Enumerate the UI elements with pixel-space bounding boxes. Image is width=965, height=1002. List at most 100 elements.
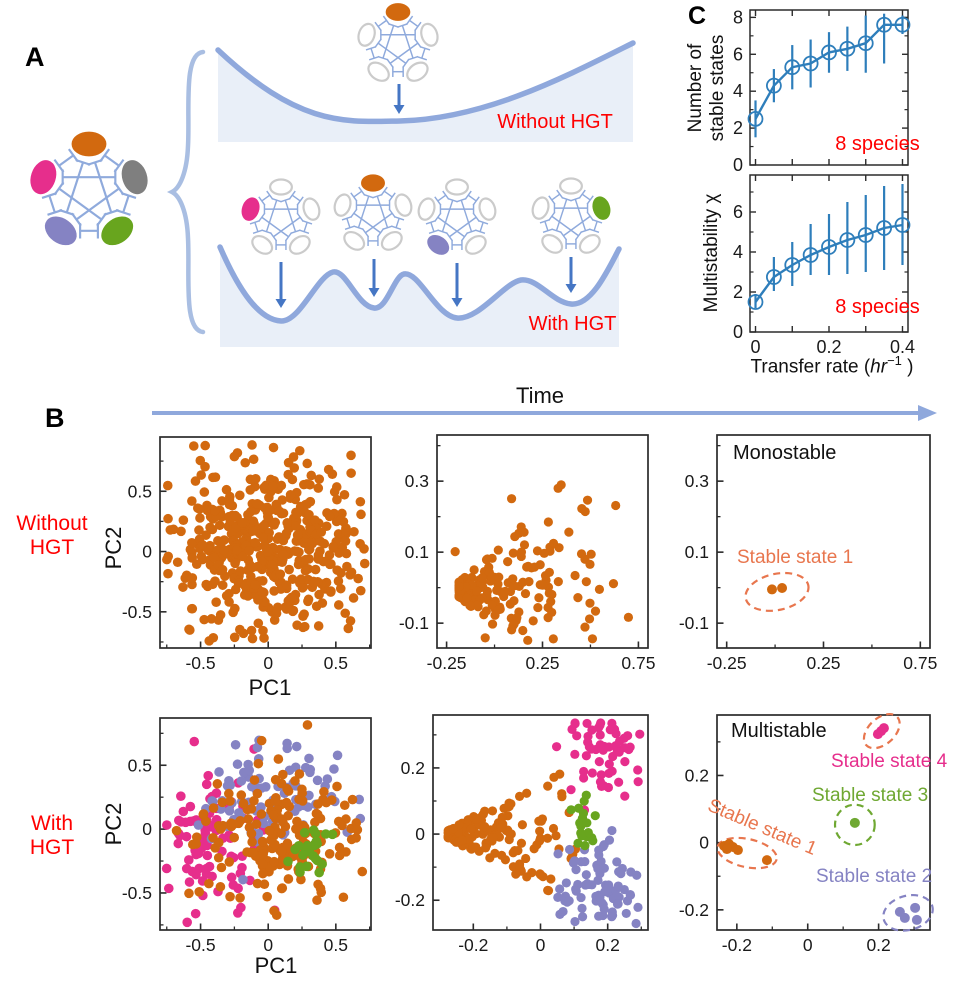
empty-species-node	[333, 193, 352, 217]
b6-plot: -0.2 0 0.2 -0.2 0 0.2	[679, 712, 934, 955]
empty-species-node	[357, 22, 376, 47]
data-marker	[876, 220, 893, 236]
stable-state-2-label: Stable state 2	[816, 866, 933, 887]
data-marker	[876, 16, 893, 33]
plot-border	[159, 717, 372, 931]
b1-ticks: -0.5 0 0.5 -0.5 0 0.5	[122, 460, 371, 673]
orange-species-node	[385, 3, 411, 21]
tick-label: 0	[415, 824, 425, 844]
tick-label: 0	[699, 833, 709, 853]
tick-label: 6	[733, 44, 743, 64]
tick-label: 4	[733, 81, 743, 101]
species-network	[417, 178, 497, 255]
c_top-ticks: 0 2 4 6 8	[733, 7, 908, 175]
stable-state-dot	[777, 583, 788, 594]
stable-state-dot	[849, 817, 860, 828]
b1-ylabel: PC2	[101, 526, 126, 570]
tick-label: -0.2	[458, 935, 488, 955]
b1-xlabel: PC1	[248, 675, 292, 700]
green-species-node	[592, 196, 611, 220]
empty-species-node	[531, 196, 550, 220]
b4-xlabel: PC1	[254, 953, 298, 978]
panel-b-label: B	[45, 403, 65, 433]
data-marker	[839, 232, 856, 248]
tick-label: 0.2	[401, 758, 425, 778]
empty-species-node	[559, 177, 583, 195]
b5-dots	[443, 718, 645, 929]
time-label: Time	[515, 383, 565, 408]
b1-plot: -0.5 0 0.5 -0.5 0 0.5	[122, 436, 372, 673]
landscape-without-hgt-curve	[215, 40, 636, 125]
stable-state-dot	[899, 912, 910, 923]
pink-species-node	[30, 160, 57, 195]
tick-label: 0.4	[890, 337, 915, 357]
b2-ticks: -0.25 0.25 0.75 -0.1 0.1 0.3	[399, 444, 655, 673]
empty-species-node	[420, 22, 439, 47]
down-arrow-icon	[451, 263, 463, 307]
orange-species-node	[361, 174, 385, 192]
down-arrow-icon	[368, 259, 380, 297]
tick-label: 8	[733, 7, 743, 27]
b4-ticks: -0.5 0 0.5 -0.5 0 0.5	[122, 732, 371, 955]
row2-label-line1: With	[31, 812, 73, 835]
tick-label: 0	[142, 819, 152, 839]
empty-species-node	[251, 234, 274, 255]
c-top-ylabel-line1: Number of	[685, 43, 707, 133]
empty-species-node	[541, 233, 564, 254]
empty-species-node	[464, 234, 487, 255]
data-marker	[857, 227, 874, 243]
stable-state-ellipse	[716, 836, 778, 870]
row1-label-line2: HGT	[29, 536, 75, 560]
tick-label: 0.2	[685, 765, 709, 785]
purple-species-node	[427, 234, 450, 255]
empty-species-node	[394, 193, 413, 217]
c-bottom-ylabel: Multistability χ	[701, 193, 723, 313]
empty-species-node	[367, 61, 390, 82]
tick-label: 0.25	[806, 653, 840, 673]
data-marker	[821, 44, 837, 61]
tick-label: 0	[751, 337, 761, 357]
purple-species-node	[44, 216, 77, 246]
tick-label: 0.3	[405, 471, 429, 491]
tick-label: 0	[536, 935, 546, 955]
pink-species-node	[241, 197, 260, 221]
tick-label: 4	[733, 242, 743, 262]
empty-species-node	[478, 197, 497, 221]
species-network	[333, 174, 413, 251]
species-network	[241, 178, 321, 255]
data-marker	[747, 294, 764, 310]
data-marker	[802, 247, 819, 263]
plot-border	[159, 436, 372, 649]
data-marker	[894, 16, 911, 33]
plot-border	[436, 434, 649, 649]
tick-label: -0.5	[185, 935, 215, 955]
panel-c-label: C	[688, 2, 707, 30]
empty-species-node	[302, 197, 321, 221]
stable-state-dot	[761, 855, 772, 866]
orange-species-node	[71, 131, 107, 157]
tick-label: 0.25	[525, 653, 559, 673]
tick-label: 0.5	[324, 653, 348, 673]
b4-ylabel: PC2	[101, 802, 126, 846]
c_bottom-series	[747, 184, 911, 310]
tick-label: 0.2	[596, 935, 620, 955]
b6-annotations	[716, 712, 934, 932]
stable-state-dot	[766, 584, 777, 595]
down-arrow-icon	[275, 262, 287, 308]
b4-plot: -0.5 0 0.5 -0.5 0 0.5	[122, 717, 372, 955]
with-hgt-label: With HGT	[528, 313, 617, 335]
plot-border	[716, 714, 931, 931]
c-top-annotation: 8 species	[835, 133, 920, 155]
down-arrow-icon	[393, 84, 405, 114]
b2-dots	[450, 480, 634, 645]
without-hgt-label: Without HGT	[497, 111, 613, 133]
empty-species-node	[445, 178, 469, 196]
stable-state-4-label: Stable state 4	[831, 751, 948, 772]
b2-plot: -0.25 0.25 0.75 -0.1 0.1 0.3	[399, 434, 655, 673]
c_bottom-ticks: 0 0.2 0.4 0 2 4 6	[733, 175, 915, 357]
tick-label: 0	[803, 935, 813, 955]
empty-species-node	[578, 233, 601, 254]
c-xlabel-hr: hr	[870, 356, 888, 378]
b1-dots	[162, 440, 370, 646]
tick-label: 0.75	[621, 653, 655, 673]
